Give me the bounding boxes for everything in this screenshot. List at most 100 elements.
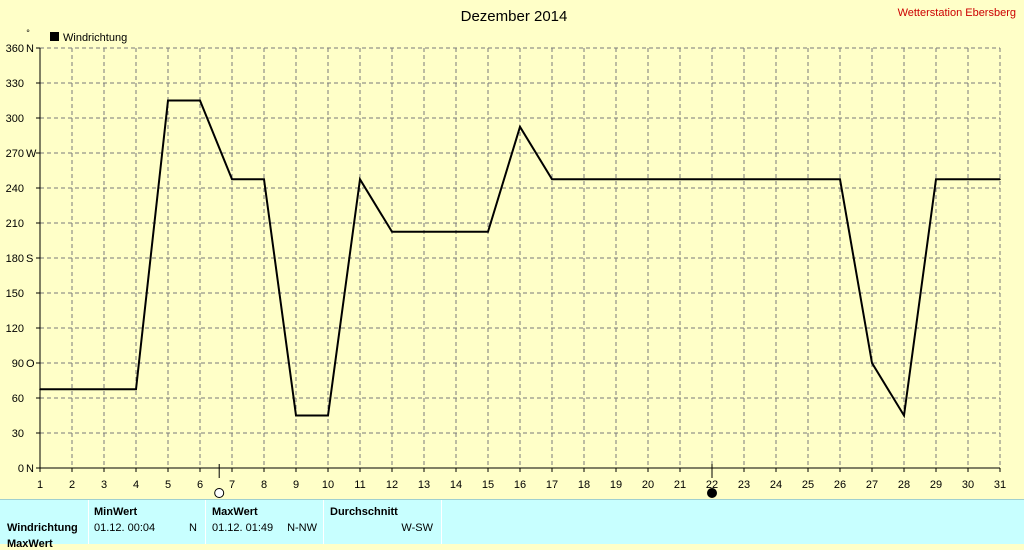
y-tick-label: 210 (6, 218, 24, 230)
y-tick-label: 150 (6, 288, 24, 300)
data-point (583, 178, 585, 181)
x-tick-label: 24 (770, 479, 782, 491)
stats-min-column: MinWert 01.12. 00:04 N (89, 500, 206, 544)
data-point (263, 178, 265, 181)
min-header: MinWert (94, 506, 138, 518)
y-direction-label: N (26, 43, 34, 55)
x-tick-label: 15 (482, 479, 494, 491)
x-tick-label: 17 (546, 479, 558, 491)
data-point (999, 178, 1001, 181)
data-point (935, 178, 937, 181)
x-tick-label: 30 (962, 479, 974, 491)
data-point (679, 178, 681, 181)
avg-value: W-SW (401, 522, 433, 534)
legend-swatch (50, 32, 59, 41)
data-point (167, 99, 169, 102)
x-tick-label: 29 (930, 479, 942, 491)
y-direction-label: N (26, 463, 34, 475)
data-point (455, 230, 457, 233)
data-point (967, 178, 969, 181)
data-point (103, 388, 105, 391)
wind-direction-chart: Dezember 2014 Wetterstation Ebersberg ° … (6, 7, 1016, 498)
data-point (519, 125, 521, 128)
y-tick-label: 120 (6, 323, 24, 335)
y-tick-label: 90 (12, 358, 24, 370)
x-tick-label: 28 (898, 479, 910, 491)
series-layer (39, 99, 1001, 419)
data-point (871, 362, 873, 364)
stats-label-column: Windrichtung MaxWert (0, 500, 89, 550)
x-tick-label: 22 (706, 479, 718, 491)
data-point (551, 178, 553, 181)
x-tick-label: 31 (994, 479, 1006, 491)
data-point (391, 230, 393, 233)
x-tick-label: 18 (578, 479, 590, 491)
x-tick-label: 26 (834, 479, 846, 491)
x-tick-label: 14 (450, 479, 462, 491)
grid-lines (40, 47, 1001, 468)
y-direction-label: S (26, 253, 33, 265)
data-point (135, 388, 137, 391)
full-moon-icon (214, 488, 225, 498)
x-tick-label: 4 (133, 479, 139, 491)
moon-phase-markers (214, 464, 717, 498)
y-unit-label: ° (26, 28, 30, 38)
x-tick-label: 10 (322, 479, 334, 491)
data-point (615, 178, 617, 181)
max-value: N-NW (287, 522, 317, 534)
y-direction-label: O (26, 358, 35, 370)
avg-header: Durchschnitt (330, 506, 398, 518)
x-tick-label: 16 (514, 479, 526, 491)
statistics-panel: Windrichtung MaxWert MinWert 01.12. 00:0… (0, 499, 1024, 550)
x-tick-label: 13 (418, 479, 430, 491)
y-tick-label: 330 (6, 78, 24, 90)
data-point (71, 388, 73, 391)
stats-row-label: Windrichtung (7, 522, 78, 534)
data-point (647, 178, 649, 181)
x-tick-label: 19 (610, 479, 622, 491)
data-point (807, 178, 809, 181)
x-tick-label: 25 (802, 479, 814, 491)
data-point (711, 178, 713, 181)
stats-row2-label: MaxWert (7, 538, 53, 550)
y-tick-label: 270 (6, 148, 24, 160)
y-tick-label: 60 (12, 393, 24, 405)
min-time: 01.12. 00:04 (94, 522, 156, 534)
y-tick-label: 360 (6, 43, 24, 55)
data-point (775, 178, 777, 181)
y-tick-label: 300 (6, 113, 24, 125)
data-point (359, 178, 361, 181)
x-tick-label: 9 (293, 479, 299, 491)
data-point (839, 178, 841, 181)
data-point (903, 414, 905, 417)
x-tick-label: 27 (866, 479, 878, 491)
stats-avg-column: Durchschnitt W-SW (324, 500, 442, 544)
y-tick-label: 240 (6, 183, 24, 195)
data-point (423, 230, 425, 233)
x-tick-label: 21 (674, 479, 686, 491)
y-tick-label: 0 (18, 463, 24, 475)
x-tick-label: 23 (738, 479, 750, 491)
x-tick-label: 11 (354, 479, 365, 491)
station-name: Wetterstation Ebersberg (898, 7, 1016, 19)
y-direction-label: W (26, 148, 37, 160)
data-point (199, 99, 201, 102)
x-tick-label: 3 (101, 479, 107, 491)
max-time: 01.12. 01:49 (212, 522, 274, 534)
data-point (327, 414, 329, 417)
max-header: MaxWert (212, 506, 258, 518)
data-point (487, 230, 489, 233)
y-tick-label: 180 (6, 253, 24, 265)
y-tick-label: 30 (12, 428, 24, 440)
data-point (743, 178, 745, 181)
x-tick-label: 20 (642, 479, 654, 491)
x-tick-label: 2 (69, 479, 75, 491)
data-point (39, 388, 41, 391)
stats-max-column: MaxWert 01.12. 01:49 N-NW (206, 500, 324, 544)
x-tick-label: 8 (261, 479, 267, 491)
new-moon-icon (707, 488, 717, 498)
x-tick-label: 5 (165, 479, 171, 491)
x-tick-label: 6 (197, 479, 203, 491)
x-tick-label: 12 (386, 479, 398, 491)
